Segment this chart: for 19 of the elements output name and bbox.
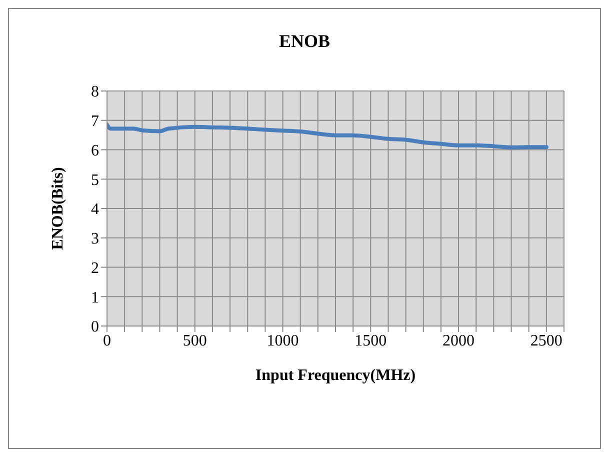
line-series	[107, 122, 548, 150]
x-tick-label: 1500	[354, 332, 387, 350]
y-tick-label: 2	[91, 260, 99, 277]
y-tick-label: 4	[91, 201, 99, 218]
y-tick-label: 5	[91, 172, 99, 189]
x-tick-label: 2000	[442, 332, 475, 350]
y-tick-label: 8	[91, 84, 99, 101]
x-axis-title: Input Frequency(MHz)	[255, 367, 416, 384]
x-tick-label: 1000	[266, 332, 299, 350]
y-axis-title: ENOB(Bits)	[50, 167, 67, 250]
y-tick-label: 7	[91, 113, 99, 130]
x-tick-label: 500	[182, 332, 207, 350]
y-tick-label: 1	[91, 289, 99, 306]
chart-title: ENOB	[278, 31, 331, 52]
y-tick-label: 3	[91, 230, 99, 248]
x-tick-label: 0	[103, 332, 111, 350]
y-tick-label: 0	[91, 318, 99, 336]
y-tick-label: 6	[91, 142, 99, 160]
x-tick-label: 2500	[530, 332, 562, 350]
